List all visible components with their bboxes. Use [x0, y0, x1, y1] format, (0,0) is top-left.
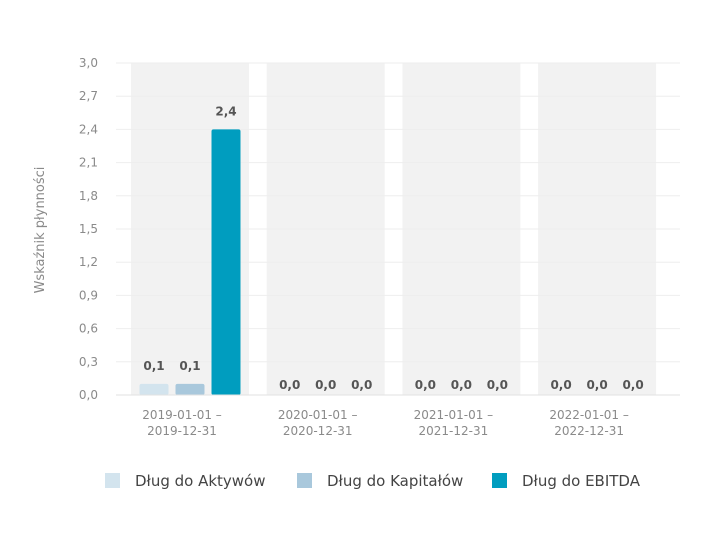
y-tick-label: 2,4 — [79, 122, 98, 136]
bar[interactable] — [211, 129, 241, 395]
y-tick-label: 3,0 — [79, 56, 98, 70]
data-label: 0,0 — [586, 378, 607, 392]
legend-label: Dług do EBITDA — [522, 472, 641, 490]
y-axis-label: Wskaźnik płynności — [33, 167, 48, 294]
x-tick-label: 2021-01-01 –2021-12-31 — [414, 408, 494, 438]
data-label: 0,0 — [451, 378, 472, 392]
y-tick-label: 0,3 — [79, 355, 98, 369]
y-tick-label: 2,7 — [79, 89, 98, 103]
x-tick-label: 2022-01-01 –2022-12-31 — [549, 408, 629, 438]
legend-label: Dług do Aktywów — [135, 472, 266, 490]
legend-item[interactable]: Dług do EBITDA — [492, 472, 641, 490]
legend-swatch — [105, 473, 120, 488]
bar[interactable] — [139, 383, 169, 395]
axes: 0,0 0,3 0,6 0,9 1,2 1,5 1,8 2,1 2,4 2,7 3,0 2019-01… — [79, 56, 680, 438]
y-tick-label: 0,6 — [79, 322, 98, 336]
data-label: 0,0 — [487, 378, 508, 392]
legend-swatch — [492, 473, 507, 488]
data-label: 0,1 — [143, 359, 164, 373]
data-labels: 0,1 0,1 2,4 0,0 0,0 0,0 0,0 0,0 0,0 0,0 0,0 0,0 — [143, 104, 643, 392]
data-label: 0,0 — [550, 378, 571, 392]
y-tick-label: 2,1 — [79, 156, 98, 170]
y-tick-label: 1,2 — [79, 255, 98, 269]
legend-swatch — [297, 473, 312, 488]
y-tick-label: 0,9 — [79, 288, 98, 302]
data-label: 0,0 — [415, 378, 436, 392]
x-tick-label: 2020-01-01 –2020-12-31 — [278, 408, 358, 438]
legend-label: Dług do Kapitałów — [327, 472, 463, 490]
bars — [139, 129, 241, 395]
legend-item[interactable]: Dług do Aktywów — [105, 472, 266, 490]
data-label: 0,0 — [315, 378, 336, 392]
legend: Dług do Aktywów Dług do Kapitałów Dług do … — [105, 472, 641, 490]
y-tick-label: 0,0 — [79, 388, 98, 402]
legend-item[interactable]: Dług do Kapitałów — [297, 472, 463, 490]
data-label: 2,4 — [215, 104, 236, 118]
data-label: 0,0 — [622, 378, 643, 392]
bar[interactable] — [175, 383, 205, 395]
x-tick-label: 2019-01-01 –2019-12-31 — [142, 408, 222, 438]
y-tick-label: 1,5 — [79, 222, 98, 236]
data-label: 0,0 — [279, 378, 300, 392]
data-label: 0,1 — [179, 359, 200, 373]
y-tick-label: 1,8 — [79, 189, 98, 203]
data-label: 0,0 — [351, 378, 372, 392]
